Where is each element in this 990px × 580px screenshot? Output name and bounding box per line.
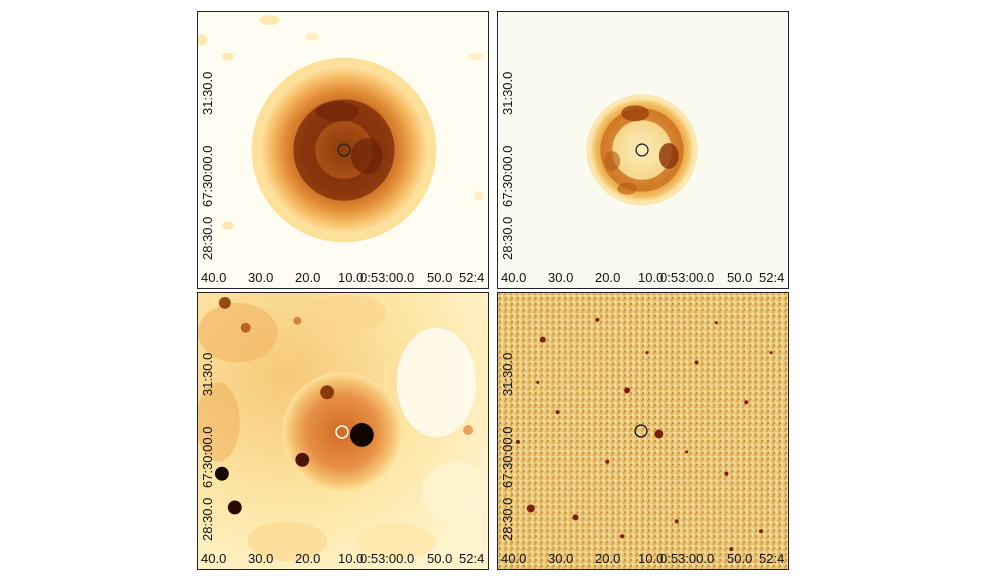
y-tick-label: 28:30.0 (200, 216, 215, 260)
top-left-image (198, 12, 488, 288)
panel-bottom-right: 31:30.0 67:30:00.0 28:30.0 40.0 30.0 20.… (497, 292, 789, 570)
y-tick-label: 31:30.0 (200, 71, 215, 115)
x-tick-label: 0:53:00.0 (660, 270, 715, 285)
x-tick-label: 40.0 (201, 551, 227, 566)
y-tick-label: 67:30:00.0 (500, 145, 515, 207)
x-tick-label: 52:4 (459, 270, 485, 285)
y-tick-label: 31:30.0 (500, 71, 515, 115)
x-tick-label: 30.0 (248, 551, 274, 566)
x-tick-label: 40.0 (501, 270, 527, 285)
x-tick-label: 0:53:00.0 (660, 551, 715, 566)
target-marker (634, 424, 648, 438)
x-tick-label: 10.0 (338, 270, 364, 285)
y-tick-label: 31:30.0 (500, 352, 515, 396)
x-tick-label: 50.0 (727, 270, 753, 285)
x-tick-label: 50.0 (727, 551, 753, 566)
x-tick-label: 40.0 (201, 270, 227, 285)
x-tick-label: 10.0 (338, 551, 364, 566)
y-tick-label: 31:30.0 (200, 352, 215, 396)
x-tick-label: 20.0 (595, 270, 621, 285)
x-tick-label: 20.0 (295, 270, 321, 285)
x-tick-label: 50.0 (427, 270, 453, 285)
y-tick-label: 28:30.0 (200, 497, 215, 541)
x-tick-label: 40.0 (501, 551, 527, 566)
y-tick-label: 67:30:00.0 (500, 426, 515, 488)
x-tick-label: 52:4 (759, 270, 785, 285)
x-tick-label: 10.0 (638, 551, 664, 566)
y-tick-label: 28:30.0 (500, 216, 515, 260)
bottom-left-image (198, 293, 488, 569)
x-tick-label: 30.0 (548, 551, 574, 566)
target-marker (335, 425, 349, 439)
x-tick-label: 30.0 (548, 270, 574, 285)
x-tick-label: 50.0 (427, 551, 453, 566)
x-tick-label: 0:53:00.0 (360, 551, 415, 566)
x-tick-label: 0:53:00.0 (360, 270, 415, 285)
bottom-right-image (498, 293, 788, 569)
x-tick-label: 20.0 (295, 551, 321, 566)
x-tick-label: 30.0 (248, 270, 274, 285)
x-tick-label: 20.0 (595, 551, 621, 566)
target-marker (635, 143, 649, 157)
y-tick-label: 67:30:00.0 (200, 426, 215, 488)
x-tick-label: 10.0 (638, 270, 664, 285)
panel-top-left: 31:30.0 67:30:00.0 28:30.0 40.0 30.0 20.… (197, 11, 489, 289)
target-marker (337, 143, 351, 157)
panel-top-right: 31:30.0 67:30:00.0 28:30.0 40.0 30.0 20.… (497, 11, 789, 289)
panel-bottom-left: 31:30.0 67:30:00.0 28:30.0 40.0 30.0 20.… (197, 292, 489, 570)
x-tick-label: 52:4 (459, 551, 485, 566)
top-right-image (498, 12, 788, 288)
y-tick-label: 28:30.0 (500, 497, 515, 541)
y-tick-label: 67:30:00.0 (200, 145, 215, 207)
x-tick-label: 52:4 (759, 551, 785, 566)
